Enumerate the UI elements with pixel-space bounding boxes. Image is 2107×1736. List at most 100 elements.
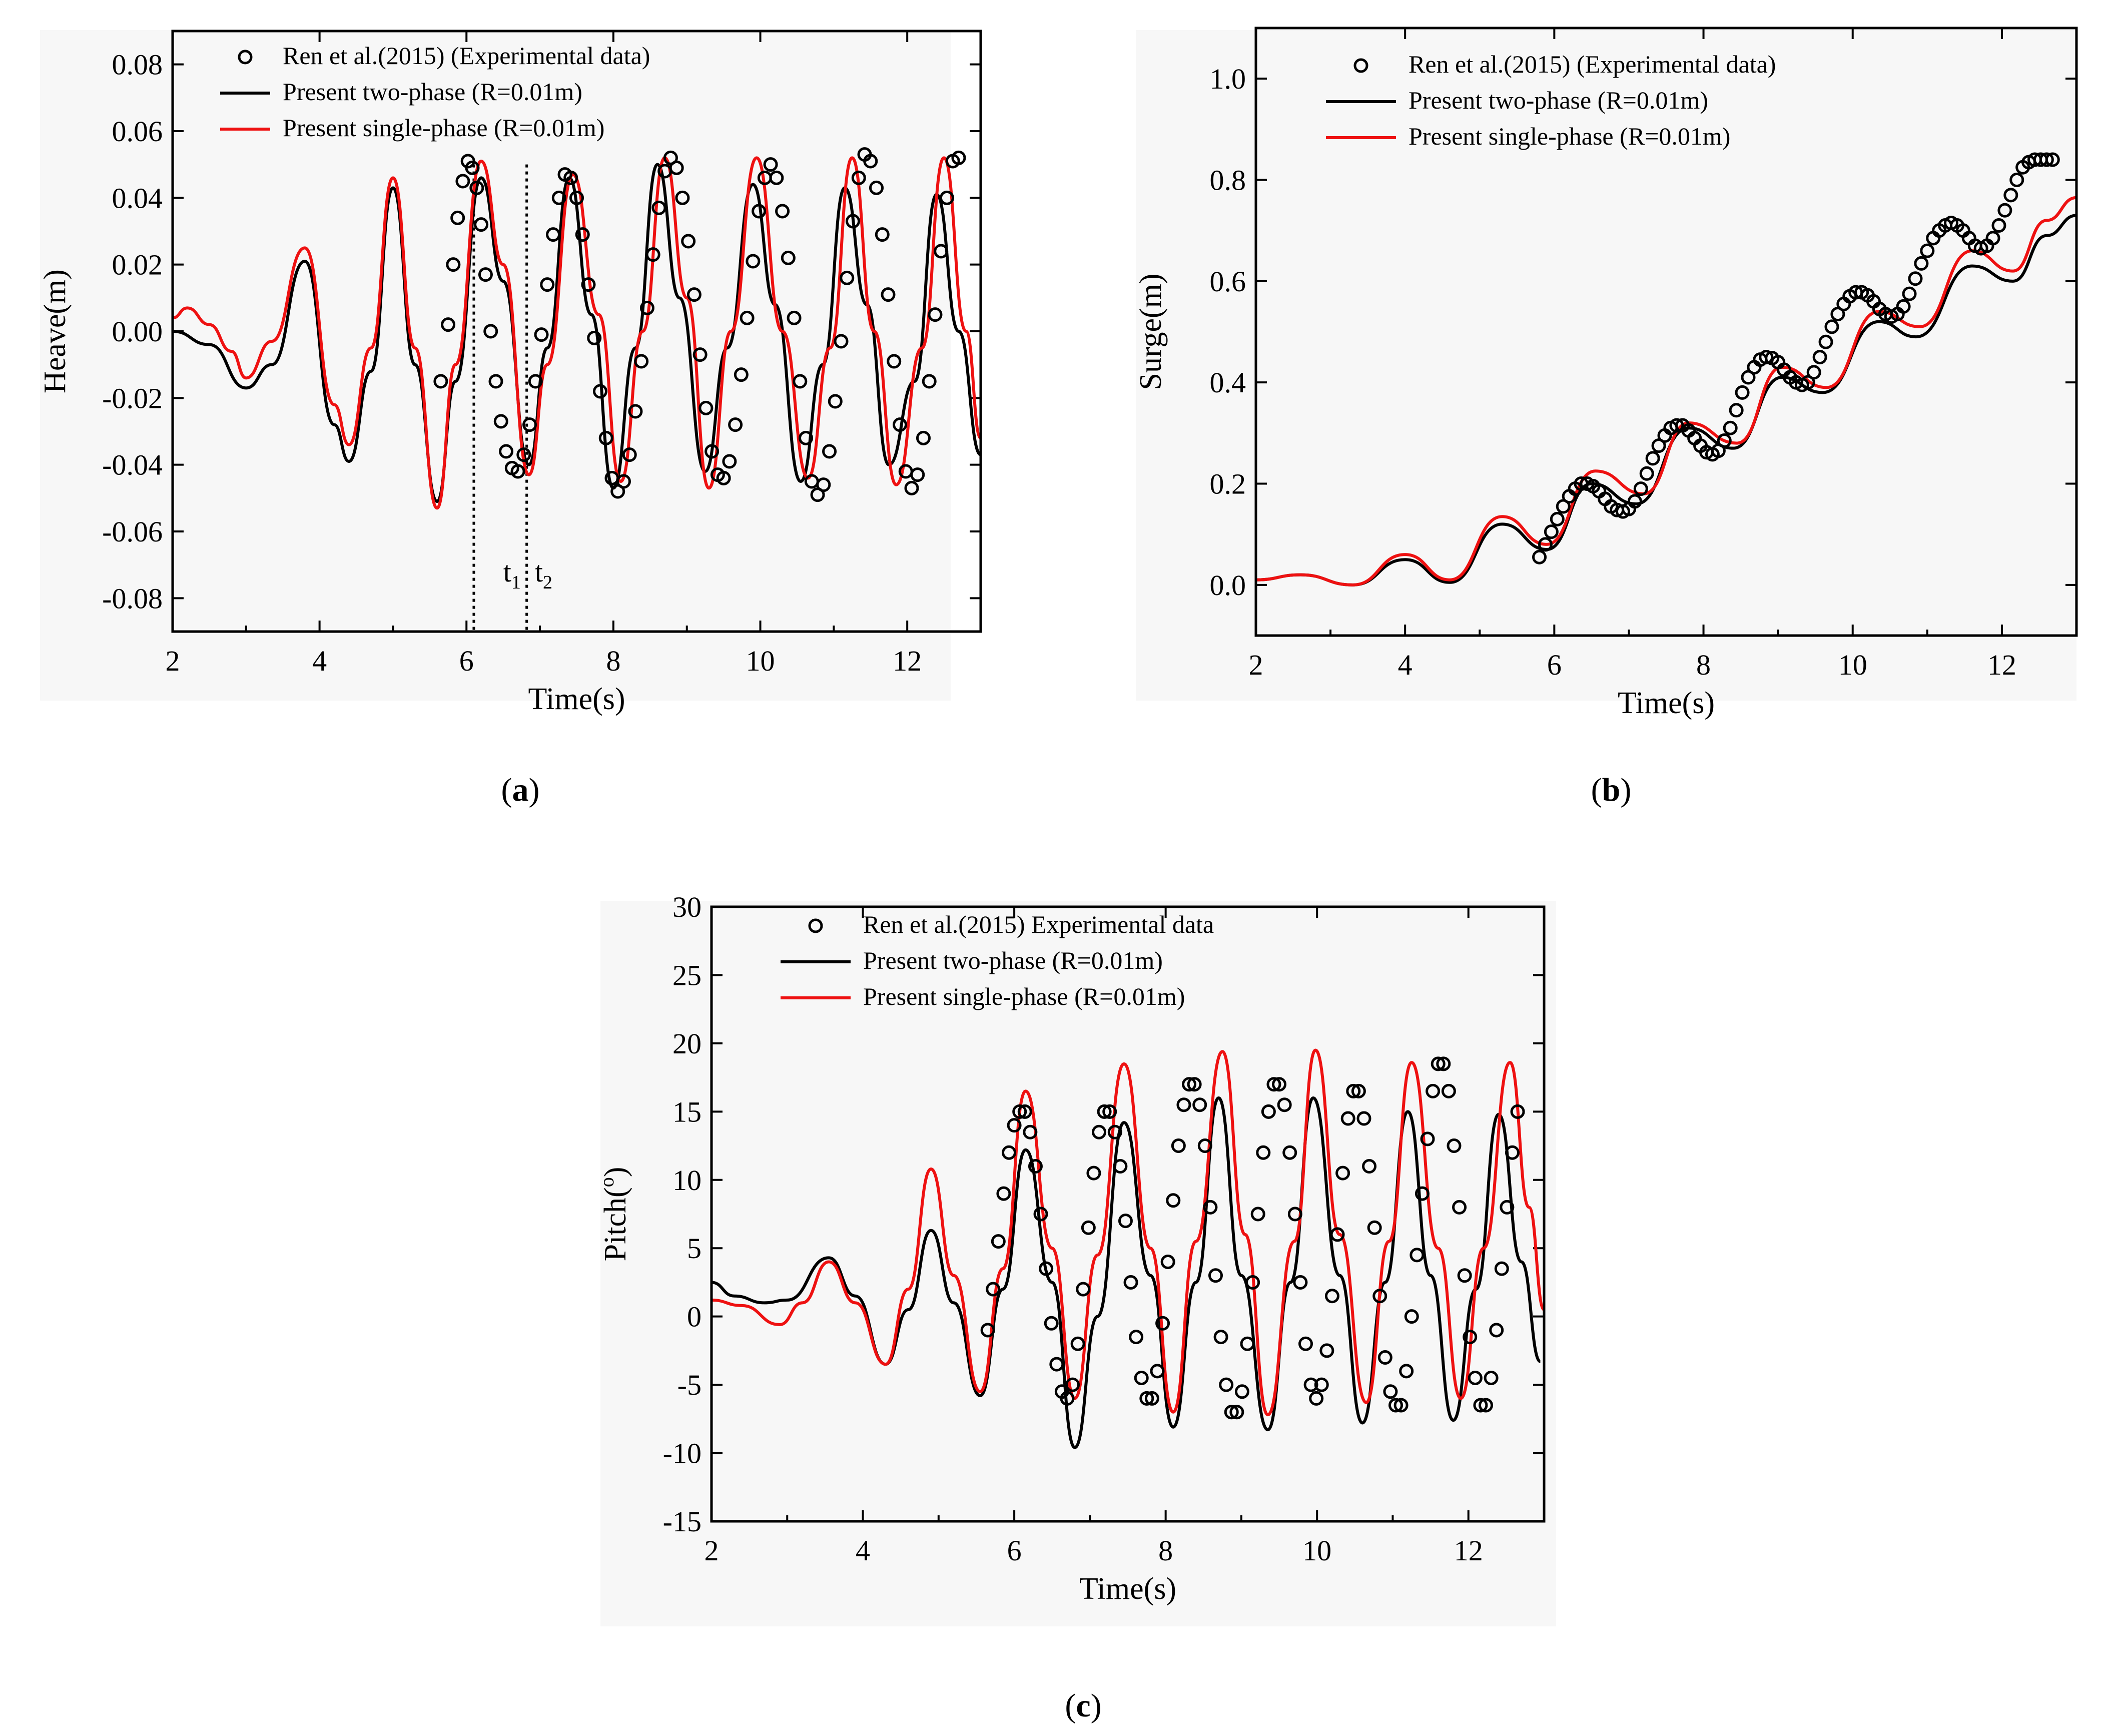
experimental-point [669, 160, 684, 175]
experimental-point [1383, 1384, 1398, 1399]
experimental-point [1282, 1145, 1297, 1160]
caption-close: ) [529, 772, 540, 808]
experimental-point [1012, 1104, 1027, 1119]
experimental-point [1479, 1398, 1494, 1413]
experimental-point [2039, 152, 2054, 167]
experimental-point [1468, 1370, 1483, 1385]
plot-frame [710, 905, 1546, 1523]
experimental-point [1070, 1336, 1085, 1351]
time-marker-sub: 1 [511, 572, 521, 593]
experimental-point [1484, 1370, 1499, 1385]
legend-marker-experimental [238, 50, 253, 65]
experimental-point [910, 467, 925, 482]
y-tick-label: -10 [663, 1437, 701, 1470]
experimental-point [493, 414, 508, 429]
plot-area [173, 147, 981, 510]
experimental-point [587, 330, 602, 345]
experimental-point [522, 417, 537, 432]
experimental-point [1240, 1336, 1255, 1351]
experimental-point [465, 160, 480, 175]
x-tick-label: 12 [893, 645, 922, 677]
y-tick-label: 0.8 [1210, 164, 1246, 197]
experimental-point [834, 334, 849, 349]
legend-entry: Ren et al.(2015) Experimental data [863, 910, 1214, 938]
single-phase-line [173, 156, 981, 510]
y-tick-label: 10 [672, 1164, 701, 1197]
experimental-point [1060, 1391, 1075, 1406]
experimental-point [488, 374, 503, 389]
x-tick-label: 10 [746, 645, 775, 677]
y-tick-label: 0.06 [112, 115, 163, 148]
experimental-point [1489, 1323, 1504, 1338]
x-tick-label: 12 [1987, 649, 2016, 681]
experimental-point [916, 430, 931, 445]
experimental-point [478, 267, 493, 282]
time-marker-label: t2 [535, 555, 552, 593]
x-tick-label: 6 [1007, 1534, 1022, 1567]
experimental-point [499, 444, 514, 459]
y-tick-label: -15 [663, 1505, 701, 1538]
experimental-point [616, 474, 631, 489]
experimental-point [1463, 1330, 1478, 1345]
experimental-point [1081, 1220, 1096, 1235]
experimental-point [450, 210, 465, 225]
panel-background [600, 901, 1556, 1626]
experimental-point [1452, 1200, 1467, 1215]
panel-a: 2 4 6 8 10 12-0.08-0.06-0.04-0.020.000.020.04… [38, 30, 982, 808]
legend-entry: Ren et al.(2015) (Experimental data) [283, 42, 650, 70]
experimental-point [980, 1323, 995, 1338]
caption-letter: b [1602, 772, 1621, 808]
experimental-point [722, 454, 737, 469]
x-tick-label: 10 [1838, 649, 1867, 681]
experimental-point [1717, 433, 1732, 448]
experimental-point [793, 374, 808, 389]
experimental-point [1393, 1398, 1409, 1413]
experimental-point [1550, 511, 1565, 526]
experimental-point [1219, 1377, 1234, 1392]
experimental-point [716, 470, 731, 485]
y-axis-label-base: Pitch( [598, 1187, 632, 1261]
two-phase-line [173, 163, 981, 503]
experimental-point [1250, 1207, 1265, 1222]
experimental-point [1351, 1083, 1366, 1098]
experimental-point [787, 310, 802, 325]
experimental-point [1729, 403, 1744, 418]
experimental-point [1182, 1077, 1197, 1092]
experimental-point [1160, 1255, 1175, 1270]
y-tick-label: 0.00 [112, 315, 163, 348]
experimental-point [1806, 365, 1821, 380]
experimental-point [1346, 1083, 1361, 1098]
experimental-point [528, 374, 543, 389]
experimental-point [1171, 1138, 1186, 1153]
experimental-point [698, 400, 714, 415]
experimental-point [769, 170, 784, 185]
experimental-point [1896, 299, 1911, 314]
experimental-point [1627, 494, 1642, 509]
experimental-point [1377, 1350, 1392, 1365]
experimental-point [840, 270, 855, 285]
y-tick-label: 30 [672, 891, 701, 923]
experimental-point [996, 1186, 1011, 1201]
experimental-point [1144, 1391, 1159, 1406]
experimental-point [881, 287, 896, 302]
experimental-point [1007, 1118, 1022, 1133]
experimental-point [651, 200, 666, 215]
experimental-point [1639, 466, 1654, 481]
y-tick-label: -0.06 [102, 515, 163, 548]
experimental-point [1272, 1077, 1287, 1092]
panel-c: 2 4 6 8 10 12 -15 -10 -5 0 5 10 15 20 25 30 Time(s) Pitch… [595, 891, 1556, 1724]
experimental-point [934, 244, 949, 259]
y-axis-label-degree: o [595, 1177, 618, 1187]
experimental-point [763, 157, 778, 172]
x-tick-label: 6 [1547, 649, 1562, 681]
experimental-point [904, 480, 919, 495]
experimental-point [846, 214, 861, 229]
legend-entry: Present single-phase (R=0.01m) [1409, 122, 1730, 150]
experimental-point [1229, 1405, 1244, 1420]
y-axis-label: Heave(m) [38, 269, 72, 393]
experimental-point [2045, 152, 2060, 167]
experimental-point [887, 354, 902, 369]
experimental-point [569, 190, 584, 205]
experimental-point [746, 254, 761, 269]
panel-caption: (b) [1591, 772, 1632, 808]
